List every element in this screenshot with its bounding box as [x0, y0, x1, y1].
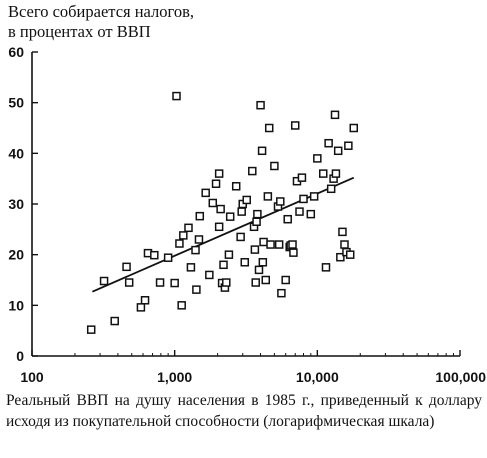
data-point — [150, 250, 159, 260]
data-point — [214, 169, 224, 178]
data-point — [281, 275, 290, 285]
data-point — [309, 192, 319, 201]
data-point — [192, 285, 201, 294]
data-point — [214, 222, 224, 232]
data-point — [175, 239, 184, 248]
x-tick-label: 10,000 — [296, 369, 339, 385]
data-point — [266, 240, 275, 249]
data-point — [172, 91, 181, 101]
data-point — [201, 188, 210, 198]
data-point — [289, 248, 298, 257]
x-tick-label: 1,000 — [157, 369, 192, 385]
data-points — [86, 91, 359, 334]
chart-title: Всего собирается налогов, в процентах от… — [8, 2, 308, 42]
data-point — [344, 141, 353, 150]
axis-ticks — [31, 51, 461, 357]
data-point — [263, 192, 273, 201]
data-point — [186, 263, 196, 272]
data-point — [236, 232, 245, 242]
data-point — [324, 138, 333, 148]
data-point — [250, 245, 260, 254]
data-point — [251, 278, 260, 287]
data-point — [318, 169, 328, 178]
data-point — [216, 204, 225, 214]
y-tick-label: 20 — [8, 247, 24, 263]
data-point — [219, 260, 228, 270]
data-point — [349, 123, 359, 133]
data-point — [208, 198, 218, 208]
data-point — [331, 169, 341, 178]
data-point — [252, 217, 261, 226]
data-point — [110, 316, 119, 326]
data-point — [155, 278, 165, 287]
data-point — [257, 146, 267, 156]
data-point — [261, 275, 271, 285]
data-point — [136, 303, 146, 312]
data-point — [237, 207, 246, 216]
data-point — [288, 240, 297, 249]
data-point — [330, 110, 340, 120]
x-tick-label: 100 — [20, 369, 44, 385]
y-tick-label: 40 — [8, 145, 24, 161]
data-point — [224, 250, 234, 259]
data-point — [264, 123, 274, 133]
data-point — [194, 235, 204, 244]
data-point — [211, 179, 221, 188]
data-point — [179, 231, 188, 240]
data-point — [326, 184, 336, 194]
data-point — [240, 258, 250, 267]
data-point — [338, 227, 347, 237]
data-point — [248, 166, 257, 176]
data-point — [321, 263, 331, 272]
y-tick-label: 60 — [8, 44, 24, 60]
y-tick-label: 10 — [8, 297, 24, 313]
y-tick-label: 0 — [16, 348, 24, 364]
data-point — [184, 223, 193, 233]
data-point — [333, 146, 343, 156]
data-point — [253, 209, 262, 219]
axis-tick-labels: 0 10 20 30 40 50 60 100 1,000 10,000 100,000 — [8, 44, 486, 385]
data-point — [258, 258, 268, 267]
data-point — [205, 270, 214, 280]
data-point — [340, 240, 349, 249]
y-tick-label: 50 — [8, 95, 24, 111]
chart-title-line-2: в процентах от ВВП — [8, 22, 151, 41]
data-point — [297, 173, 307, 182]
data-point — [290, 121, 300, 130]
data-point — [283, 214, 292, 224]
data-point — [306, 209, 316, 219]
chart-title-line-1: Всего собирается налогов, — [8, 2, 195, 21]
data-point — [195, 211, 205, 221]
data-point — [299, 194, 308, 204]
data-point — [274, 240, 284, 249]
data-point — [177, 301, 186, 310]
data-point — [99, 276, 109, 286]
data-point — [295, 207, 304, 216]
data-point — [276, 197, 285, 206]
data-point — [242, 195, 251, 205]
data-point — [259, 237, 268, 247]
data-point — [191, 245, 200, 255]
data-point — [225, 212, 235, 221]
data-point — [122, 262, 131, 272]
data-point — [277, 288, 286, 298]
y-tick-label: 30 — [8, 196, 24, 212]
data-point — [254, 265, 264, 275]
data-point — [231, 182, 241, 191]
data-point — [336, 252, 345, 262]
x-axis-label: Реальный ВВП на душу населения в 1985 г.… — [6, 392, 482, 430]
data-point — [170, 278, 179, 288]
data-point — [345, 250, 355, 259]
data-point — [86, 325, 96, 334]
data-point — [222, 278, 231, 287]
data-point — [140, 296, 150, 305]
data-point — [124, 278, 134, 287]
data-point — [163, 253, 173, 262]
data-point — [313, 154, 322, 163]
x-tick-label: 100,000 — [435, 369, 486, 385]
data-point — [270, 161, 279, 171]
data-point — [256, 100, 265, 110]
